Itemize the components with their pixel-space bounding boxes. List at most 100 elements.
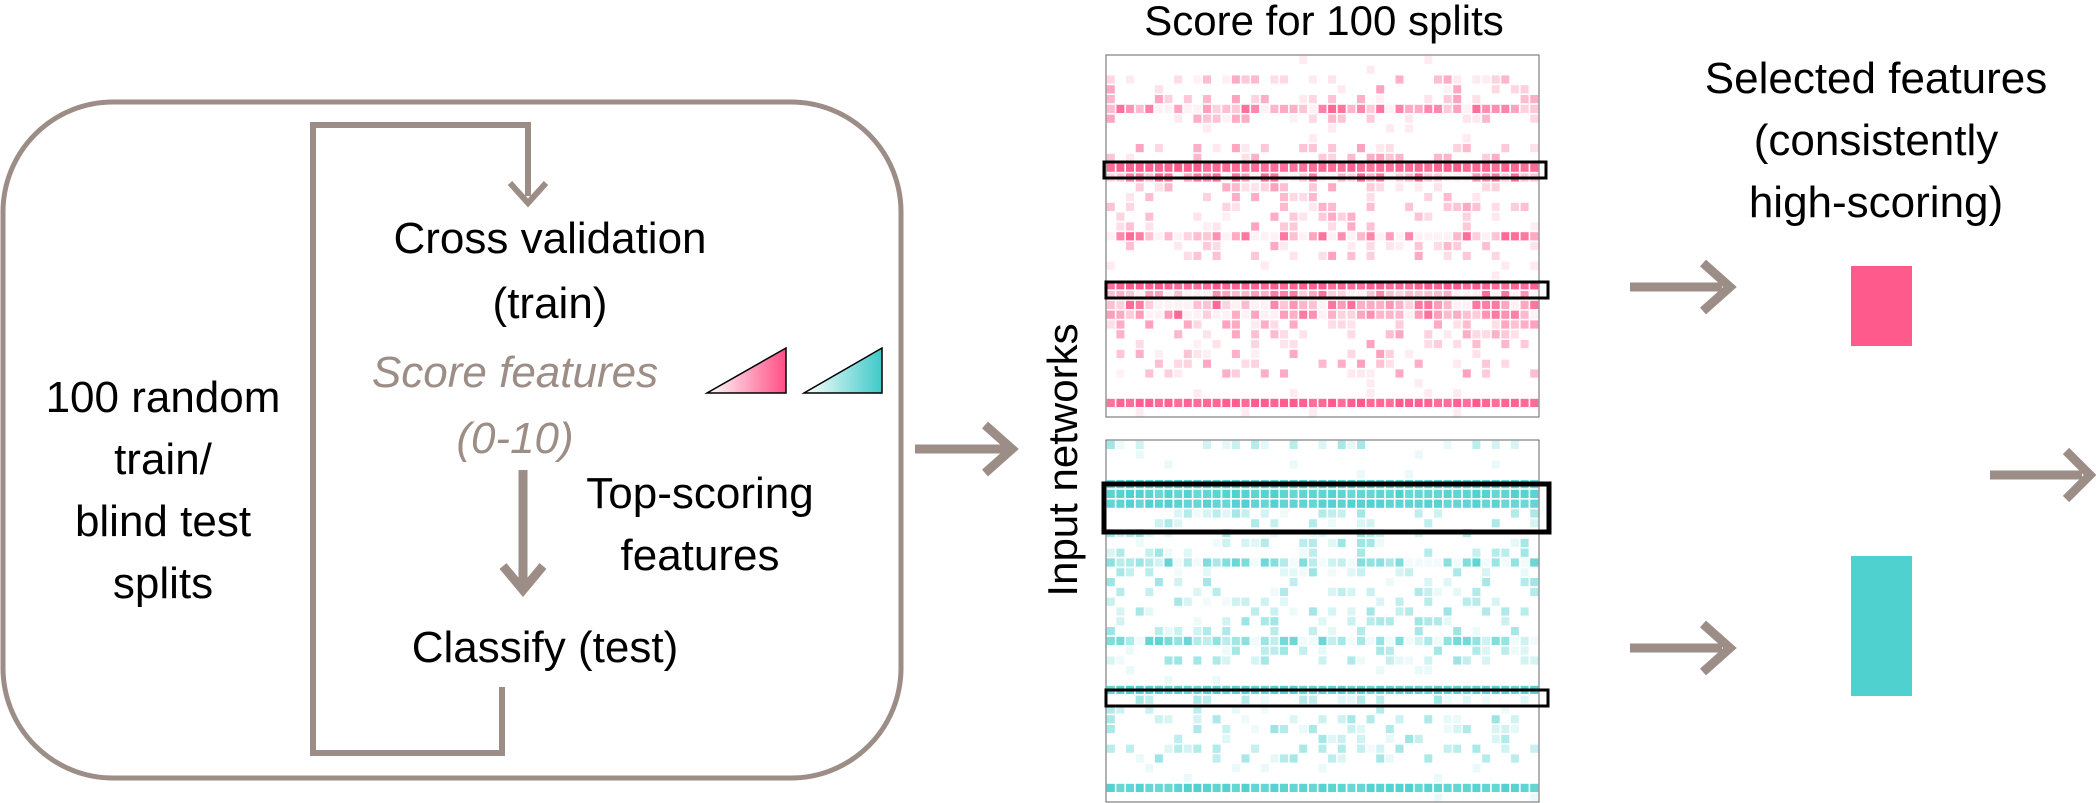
heatmap-cell <box>1183 349 1192 358</box>
heatmap-cell <box>1424 754 1433 763</box>
heatmap-cell <box>1270 725 1279 734</box>
heatmap-cell <box>1366 538 1375 547</box>
heatmap-cell <box>1424 232 1433 241</box>
heatmap-cell <box>1231 193 1240 202</box>
heatmap-cell <box>1308 104 1317 113</box>
heatmap-cell <box>1491 597 1500 606</box>
selected-pink-block <box>1851 266 1912 346</box>
heatmap-cell <box>1318 300 1327 309</box>
heatmap-cell <box>1308 408 1317 417</box>
heatmap-cell <box>1530 281 1539 290</box>
heatmap-cell <box>1395 744 1404 753</box>
heatmap-cell <box>1501 646 1510 655</box>
heatmap-cell <box>1376 744 1385 753</box>
heatmap-cell <box>1376 163 1385 172</box>
heatmap-cell <box>1434 489 1442 498</box>
heatmap-cell <box>1183 636 1192 645</box>
heatmap-cell <box>1299 330 1308 339</box>
heatmap-cell <box>1116 310 1125 319</box>
heatmap-cell <box>1299 104 1308 113</box>
heatmap-cell <box>1174 330 1183 339</box>
heatmap-cell <box>1357 725 1365 734</box>
heatmap-cell <box>1308 300 1317 309</box>
heatmap-cell <box>1366 715 1375 724</box>
heatmap-cell <box>1482 114 1491 123</box>
heatmap-cell <box>1472 587 1481 596</box>
heatmap-cell <box>1482 398 1491 407</box>
heatmap-cell <box>1424 617 1433 626</box>
heatmap-cell <box>1260 95 1269 104</box>
heatmap-cell <box>1193 212 1202 221</box>
heatmap-cell <box>1289 300 1298 309</box>
heatmap-cell <box>1453 310 1462 319</box>
heatmap-cell <box>1318 163 1327 172</box>
heatmap-cell <box>1299 144 1308 153</box>
heatmap-cell <box>1174 627 1183 636</box>
heatmap-cell <box>1145 310 1154 319</box>
heatmap-cell <box>1126 75 1134 84</box>
heatmap-cell <box>1126 300 1134 309</box>
heatmap-cell <box>1280 340 1288 349</box>
heatmap-cell <box>1135 695 1144 704</box>
heatmap-cell <box>1260 261 1269 270</box>
heatmap-cell <box>1251 349 1260 358</box>
heatmap-cell <box>1126 646 1134 655</box>
heatmap-cell <box>1366 153 1375 162</box>
heatmap-cell <box>1193 715 1202 724</box>
heatmap-cell <box>1135 300 1144 309</box>
heatmap-cell <box>1203 75 1211 84</box>
heatmap-cell <box>1308 95 1317 104</box>
heatmap-cell <box>1270 519 1279 528</box>
heatmap-cell <box>1251 538 1260 547</box>
heatmap-cell <box>1491 330 1500 339</box>
heatmap-cell <box>1414 734 1423 743</box>
heatmap-cell <box>1337 104 1346 113</box>
heatmap-cell <box>1280 310 1288 319</box>
heatmap-cell <box>1501 636 1510 645</box>
heatmap-cell <box>1126 783 1134 792</box>
heatmap-cell <box>1135 163 1144 172</box>
heatmap-cell <box>1231 183 1240 192</box>
heatmap-cell <box>1318 715 1327 724</box>
heatmap-cell <box>1366 300 1375 309</box>
heatmap-cell <box>1443 193 1452 202</box>
heatmap-cell <box>1241 783 1250 792</box>
heatmap-cell <box>1212 754 1221 763</box>
heatmap-cell <box>1251 163 1260 172</box>
heatmap-cell <box>1183 359 1192 368</box>
heatmap-cell <box>1106 300 1115 309</box>
heatmap-cell <box>1164 656 1173 665</box>
heatmap-cell <box>1385 232 1394 241</box>
heatmap-cell <box>1395 183 1404 192</box>
heatmap-cell <box>1106 261 1115 270</box>
heatmap-cell <box>1154 310 1163 319</box>
heatmap-cell <box>1520 558 1529 567</box>
heatmap-cell <box>1510 509 1519 518</box>
heatmap-cell <box>1251 440 1260 449</box>
heatmap-cell <box>1501 310 1510 319</box>
heatmap-cell <box>1453 232 1462 241</box>
heatmap-cell <box>1299 548 1308 557</box>
heatmap-cell <box>1251 330 1260 339</box>
heatmap-cell <box>1203 95 1211 104</box>
heatmap-cell <box>1405 558 1414 567</box>
heatmap-cell <box>1347 320 1356 329</box>
heatmap-cell <box>1299 193 1308 202</box>
heatmap-cell <box>1347 558 1356 567</box>
heatmap-cell <box>1116 163 1125 172</box>
heatmap-cell <box>1174 597 1183 606</box>
heatmap-cell <box>1135 340 1144 349</box>
heatmap-cell <box>1106 310 1115 319</box>
heatmap-cell <box>1385 783 1394 792</box>
heatmap-cell <box>1482 636 1491 645</box>
heatmap-cell <box>1106 153 1115 162</box>
heatmap-cell <box>1193 251 1202 260</box>
heatmap-cell <box>1212 144 1221 153</box>
heatmap-cell <box>1414 666 1423 675</box>
heatmap-cell <box>1318 617 1327 626</box>
heatmap-cell <box>1491 725 1500 734</box>
heatmap-cell <box>1193 163 1202 172</box>
heatmap-cell <box>1501 104 1510 113</box>
heatmap-cell <box>1308 202 1317 211</box>
heatmap-cell <box>1366 369 1375 378</box>
